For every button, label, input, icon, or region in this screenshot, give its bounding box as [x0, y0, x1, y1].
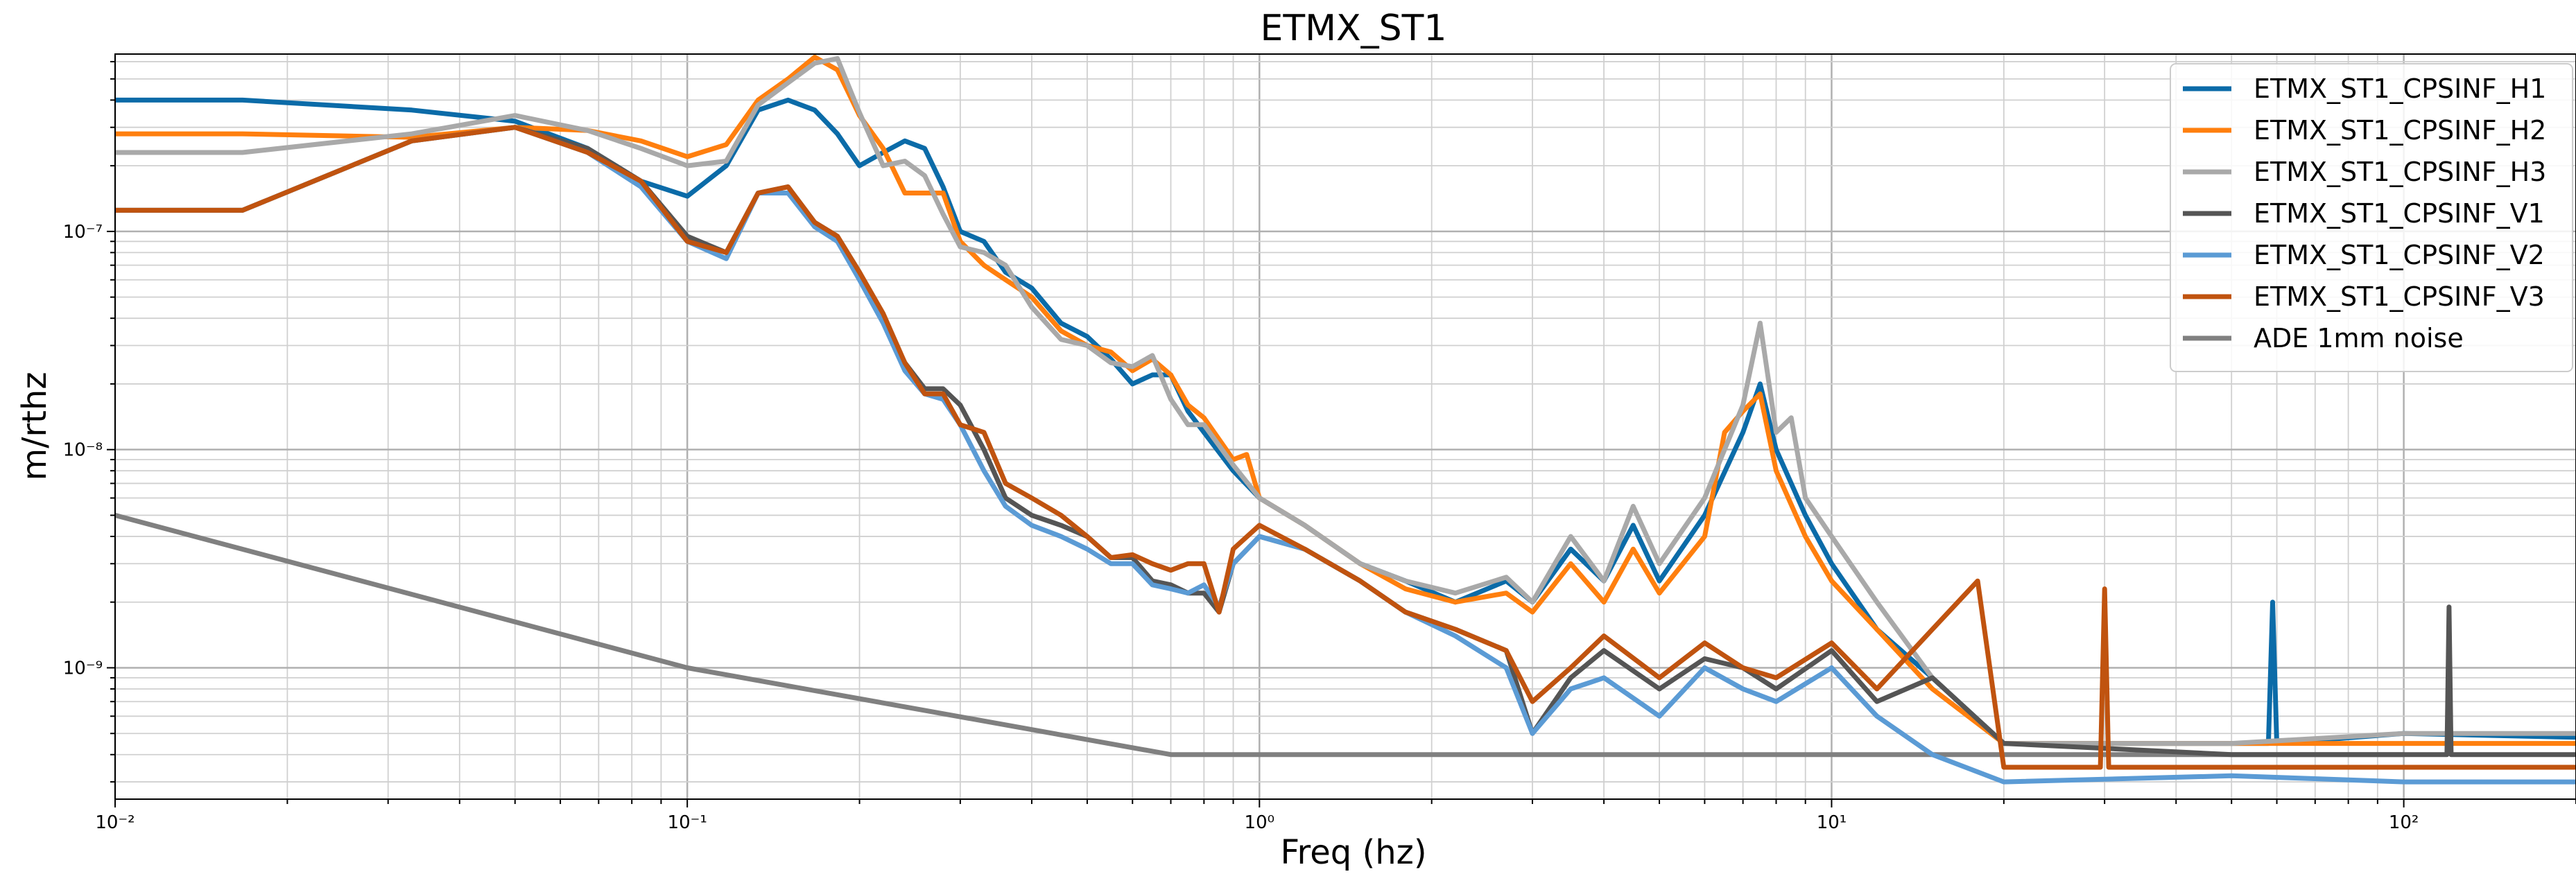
x-tick-label: 10⁻² — [95, 812, 135, 833]
x-tick-label: 10⁻¹ — [668, 812, 707, 833]
legend-entry-label: ETMX_ST1_CPSINF_V1 — [2254, 198, 2545, 229]
series-line-etmx-st1-cpsinf-v3 — [115, 125, 2576, 770]
legend: ETMX_ST1_CPSINF_H1 ETMX_ST1_CPSINF_H2 ETMX… — [2170, 63, 2573, 372]
axis-ticks: 10⁻² 10⁻¹ 10⁰ 10¹ 10² 10⁻⁹ 10⁻⁸ 10⁻⁷ — [63, 60, 2576, 833]
y-tick-label: 10⁻⁷ — [63, 222, 103, 243]
legend-box — [2170, 63, 2573, 372]
series-line-ade-1mm-noise — [115, 512, 2407, 758]
series-lines — [115, 54, 2576, 785]
x-tick-label: 10¹ — [1817, 812, 1847, 833]
x-tick-label: 10⁰ — [1245, 812, 1275, 833]
series-line-etmx-st1-cpsinf-h2 — [115, 54, 2576, 746]
legend-entry-label: ETMX_ST1_CPSINF_H1 — [2254, 73, 2546, 104]
legend-entry-label: ETMX_ST1_CPSINF_H2 — [2254, 115, 2546, 146]
x-tick-label: 10² — [2389, 812, 2419, 833]
legend-entry-label: ADE 1mm noise — [2254, 323, 2464, 353]
plot-frame — [114, 53, 2576, 800]
series-line-etmx-st1-cpsinf-h1 — [115, 97, 2576, 746]
plot-area — [114, 53, 2576, 800]
series-line-etmx-st1-cpsinf-h3 — [115, 56, 2576, 746]
chart-title: ETMX_ST1 — [1261, 8, 1447, 49]
legend-entry-label: ETMX_ST1_CPSINF_H3 — [2254, 157, 2546, 187]
x-axis-label: Freq (hz) — [1280, 833, 1426, 872]
legend-entry-label: ETMX_ST1_CPSINF_V2 — [2254, 240, 2545, 270]
legend-entry-label: ETMX_ST1_CPSINF_V3 — [2254, 281, 2545, 312]
y-tick-label: 10⁻⁹ — [63, 658, 103, 679]
y-axis-label: m/rthz — [15, 372, 54, 480]
plot-background — [115, 54, 2576, 799]
y-tick-label: 10⁻⁸ — [63, 440, 103, 461]
